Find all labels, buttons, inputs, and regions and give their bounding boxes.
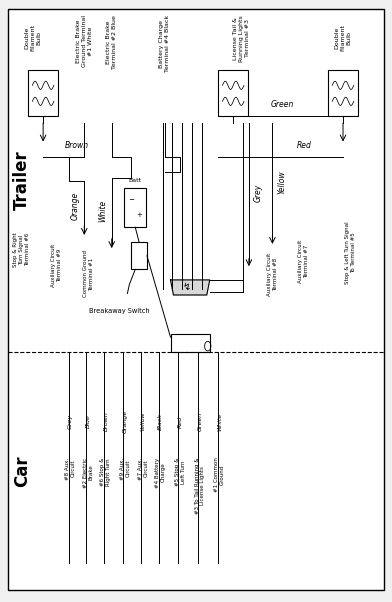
Text: Grey: Grey bbox=[68, 414, 73, 429]
Text: Trailer: Trailer bbox=[13, 150, 31, 211]
Text: Battery Charge
Terminal #4 Black: Battery Charge Terminal #4 Black bbox=[159, 15, 170, 72]
Text: License Tail &
Running Lights
Terminal #3: License Tail & Running Lights Terminal #… bbox=[232, 15, 250, 62]
Text: #5 Stop &
Left Turn: #5 Stop & Left Turn bbox=[175, 458, 186, 486]
Text: Double
Filament
Bulb: Double Filament Bulb bbox=[25, 24, 42, 51]
Text: Auxiliary Circuit
Terminal #9: Auxiliary Circuit Terminal #9 bbox=[51, 243, 62, 287]
Text: Yellow: Yellow bbox=[277, 170, 286, 194]
Bar bbox=[218, 70, 248, 116]
Text: Green: Green bbox=[270, 100, 294, 109]
Text: #8 Aux.
Circuit: #8 Aux. Circuit bbox=[65, 458, 76, 480]
Bar bbox=[124, 188, 146, 227]
Text: Common Ground
Terminal #1: Common Ground Terminal #1 bbox=[83, 250, 94, 297]
Text: Stop & Left Turn Signal
To Terminal #5: Stop & Left Turn Signal To Terminal #5 bbox=[345, 222, 356, 284]
Text: +: + bbox=[136, 212, 142, 218]
Bar bbox=[328, 70, 358, 116]
Text: Green: Green bbox=[198, 412, 202, 431]
Text: Batt: Batt bbox=[129, 178, 142, 183]
Text: Brown: Brown bbox=[64, 141, 89, 150]
Text: #6 Stop &
Right Turn: #6 Stop & Right Turn bbox=[100, 458, 111, 486]
Text: White: White bbox=[98, 200, 107, 222]
Text: Grey: Grey bbox=[254, 184, 263, 202]
Text: Auxiliary Circuit
Terminal #8: Auxiliary Circuit Terminal #8 bbox=[267, 252, 278, 296]
Text: Orange: Orange bbox=[71, 192, 80, 220]
Bar bbox=[171, 334, 210, 352]
Text: Auxiliary Circuit
Terminal #7: Auxiliary Circuit Terminal #7 bbox=[298, 240, 309, 284]
Text: White: White bbox=[217, 412, 222, 430]
Text: Black: Black bbox=[158, 413, 163, 430]
Text: Double
Filament
Bulb: Double Filament Bulb bbox=[334, 24, 352, 51]
Text: ↯: ↯ bbox=[182, 282, 190, 293]
Text: #4 Battery
Charge: #4 Battery Charge bbox=[155, 458, 166, 488]
Text: Red: Red bbox=[296, 141, 311, 150]
Text: #7 Aux.
Circuit: #7 Aux. Circuit bbox=[138, 458, 149, 480]
Text: Red: Red bbox=[178, 415, 183, 427]
Text: #2 Electric
Brake: #2 Electric Brake bbox=[83, 458, 94, 488]
Bar bbox=[131, 242, 147, 270]
Text: Breakaway Switch: Breakaway Switch bbox=[89, 308, 150, 314]
Bar bbox=[28, 70, 58, 116]
Text: Electric Brake
Ground Terminal
#1 White: Electric Brake Ground Terminal #1 White bbox=[76, 15, 93, 67]
Text: #1 Common
Ground: #1 Common Ground bbox=[214, 458, 225, 492]
Text: Blue: Blue bbox=[86, 414, 91, 429]
Text: Orange: Orange bbox=[123, 410, 128, 433]
Text: Yellow: Yellow bbox=[141, 412, 145, 431]
Text: Stop & Right
Turn Signal
Terminal #6: Stop & Right Turn Signal Terminal #6 bbox=[13, 232, 30, 267]
Text: #9 Aux.
Circuit: #9 Aux. Circuit bbox=[120, 458, 131, 480]
Text: #3 To Tail Running &
License Lights: #3 To Tail Running & License Lights bbox=[194, 458, 205, 514]
Text: Electric Brake
Terminal #2 Blue: Electric Brake Terminal #2 Blue bbox=[106, 15, 117, 69]
Text: ─: ─ bbox=[129, 197, 133, 203]
Text: Car: Car bbox=[13, 455, 31, 487]
Polygon shape bbox=[171, 280, 210, 295]
Text: Brown: Brown bbox=[103, 411, 108, 432]
